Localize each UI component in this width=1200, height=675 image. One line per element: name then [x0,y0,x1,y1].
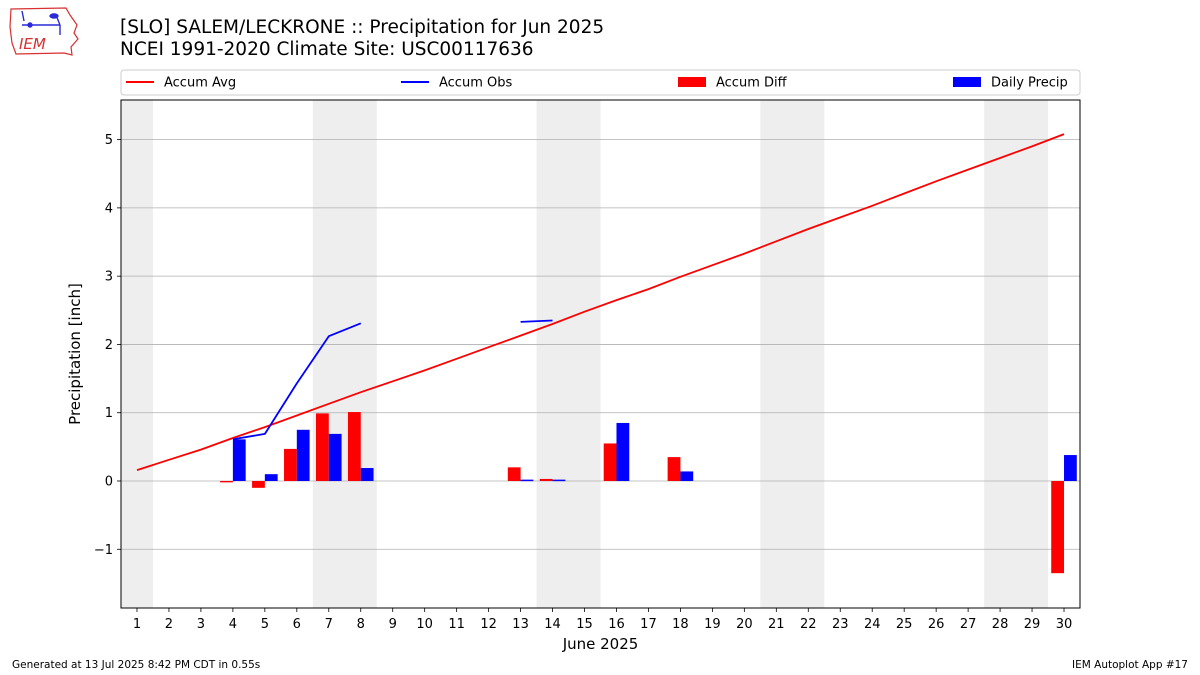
legend-label-0: Accum Avg [164,76,236,91]
accum-diff-bar-16 [603,443,617,481]
x-tick-label-2: 2 [165,617,173,632]
x-tick-label-4: 4 [229,617,237,632]
daily-precip-bar-18 [680,471,694,481]
accum-diff-bar-4 [220,481,233,483]
y-axis-label: Precipitation [inch] [66,283,84,425]
lines [136,133,1065,471]
bars [220,412,1077,574]
legend-label-1: Accum Obs [439,76,512,91]
daily-precip-bar-6 [296,429,310,481]
legend-label-2: Accum Diff [716,76,788,91]
daily-precip-bar-8 [360,468,374,481]
x-tick-label-28: 28 [992,617,1009,632]
x-tick-label-15: 15 [576,617,593,632]
accum-diff-bar-8 [347,412,361,481]
y-tick-label-0: 0 [105,475,113,490]
x-axis-label: June 2025 [562,635,639,653]
legend-swatch-2 [678,77,706,87]
accum-obs-line-1 [520,319,553,323]
daily-precip-bar-30 [1064,455,1077,481]
daily-precip-bar-16 [616,422,630,481]
daily-precip-bar-14 [552,479,566,482]
legend-item-3: Daily Precip [953,76,1068,91]
x-tick-label-30: 30 [1056,617,1073,632]
x-tick-label-6: 6 [293,617,301,632]
accum-avg-line-0 [136,133,1065,471]
logo-text: IEM [19,35,46,53]
x-tick-label-27: 27 [960,617,977,632]
weekend-band-2 [536,100,601,608]
footer-app: IEM Autoplot App #17 [1072,659,1188,671]
footer-generated: Generated at 13 Jul 2025 8:42 PM CDT in … [12,659,261,671]
daily-precip-bar-5 [264,474,278,481]
weekend-shading [121,100,1049,608]
legend-item-2: Accum Diff [678,76,788,91]
x-tick-label-1: 1 [133,617,141,632]
x-tick-label-3: 3 [197,617,205,632]
accum-diff-bar-13 [507,467,521,481]
x-tick-label-9: 9 [389,617,397,632]
iem-logo: IEM [9,7,79,56]
x-tick-label-18: 18 [672,617,689,632]
x-tick-label-26: 26 [928,617,945,632]
x-tick-label-16: 16 [608,617,625,632]
x-tick-label-5: 5 [261,617,269,632]
x-tick-label-17: 17 [640,617,657,632]
x-tick-label-7: 7 [325,617,333,632]
x-tick-label-13: 13 [512,617,529,632]
y-tick-label-2: 2 [105,338,113,353]
legend-item-1: Accum Obs [401,76,512,91]
accum-diff-bar-7 [315,413,329,481]
x-tick-label-29: 29 [1024,617,1041,632]
legend-item-0: Accum Avg [126,76,236,91]
iowa-outline-icon [9,7,79,56]
y-tick-label-5: 5 [105,133,113,148]
x-tick-label-11: 11 [448,617,465,632]
x-tick-label-10: 10 [416,617,433,632]
weekend-band-4 [984,100,1049,608]
daily-precip-bar-4 [232,439,246,481]
daily-precip-bar-7 [328,433,342,481]
x-tick-label-12: 12 [480,617,497,632]
x-tick-label-24: 24 [864,617,881,632]
weather-station-icon [21,10,61,35]
accum-diff-bar-6 [284,448,297,481]
plot-frame [120,99,1081,609]
legend-swatch-3 [953,77,981,87]
accum-diff-bar-30 [1051,481,1065,574]
chart-title: [SLO] SALEM/LECKRONE :: Precipitation fo… [120,17,605,38]
accum-obs-line-0 [232,322,362,441]
weekend-band-3 [760,100,825,608]
daily-precip-bar-13 [520,479,534,482]
weekend-band-1 [312,100,377,608]
legend-box [120,69,1081,96]
y-tick-label-4: 4 [105,201,113,216]
x-tick-label-14: 14 [544,617,561,632]
x-tick-label-19: 19 [704,617,721,632]
x-tick-label-23: 23 [832,617,849,632]
x-tick-label-8: 8 [357,617,365,632]
x-tick-label-25: 25 [896,617,913,632]
legend: Accum Avg Accum Obs Accum Diff Daily Precip [120,69,1081,96]
accum-diff-bar-5 [252,481,265,488]
y-gridlines [121,139,1080,550]
x-tick-label-21: 21 [768,617,785,632]
y-tick-label-1: 1 [105,406,113,421]
y-tick-label--1: −1 [94,543,113,558]
accum-diff-bar-14 [539,478,553,481]
x-tick-label-22: 22 [800,617,817,632]
chart-subtitle: NCEI 1991-2020 Climate Site: USC00117636 [120,39,534,60]
weekend-band-0 [121,100,153,608]
legend-label-3: Daily Precip [991,76,1068,91]
accum-diff-bar-18 [667,457,681,481]
y-tick-label-3: 3 [105,270,113,285]
x-tick-label-20: 20 [736,617,753,632]
